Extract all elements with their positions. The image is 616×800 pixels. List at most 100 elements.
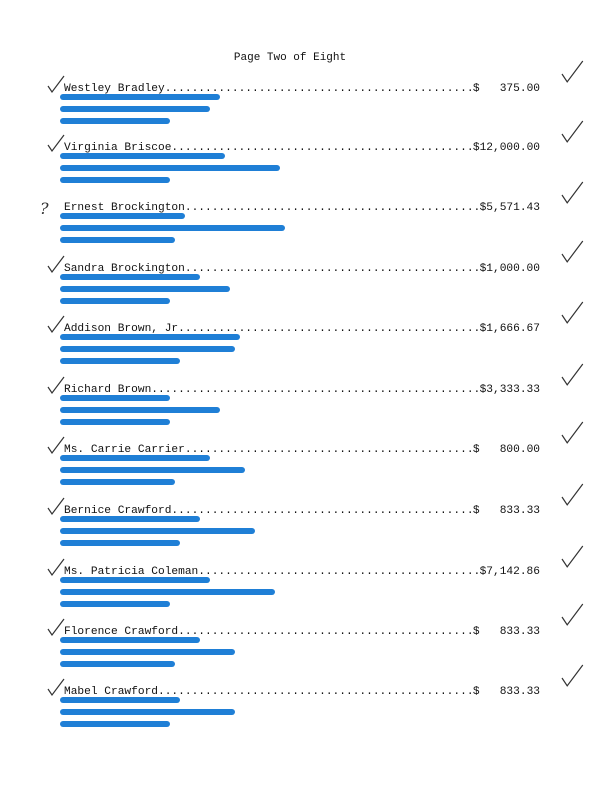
redaction-bar <box>60 286 230 292</box>
entry-line: Addison Brown, Jr. $1,666.67 <box>64 322 540 336</box>
entry-amount: $3,333.33 <box>479 384 540 396</box>
dot-leader <box>185 443 473 457</box>
check-mark <box>47 497 65 516</box>
check-mark <box>561 363 584 386</box>
entry: Westley Bradley $ 375.00 <box>60 82 540 142</box>
dot-leader <box>171 504 472 518</box>
check-mark <box>47 315 65 334</box>
redaction-bar <box>60 153 225 159</box>
entry-amount: $ 800.00 <box>472 444 540 456</box>
check-mark <box>561 301 584 324</box>
entry: Ernest Brockington $5,571.43? <box>40 199 540 261</box>
entry-line: Mabel Crawford $ 833.33 <box>64 685 540 699</box>
entry-line: Ernest Brockington $5,571.43 <box>64 201 540 215</box>
redaction-bar <box>60 709 235 715</box>
entry-name: Addison Brown, Jr. <box>64 323 185 335</box>
redaction-bar <box>60 516 200 522</box>
redaction-bar <box>60 298 170 304</box>
redaction-bar <box>60 358 180 364</box>
entry-amount: $12,000.00 <box>472 142 540 154</box>
redaction-bar <box>60 467 245 473</box>
entry-name: Westley Bradley <box>64 83 165 95</box>
redaction-bar <box>60 395 170 401</box>
entry-name: Ms. Carrie Carrier <box>64 444 185 456</box>
entry: Florence Crawford $ 833.33 <box>60 625 540 685</box>
entry-amount: $ 375.00 <box>472 83 540 95</box>
check-mark <box>561 664 584 687</box>
dot-leader <box>185 262 480 276</box>
check-mark <box>561 421 584 444</box>
entry-amount: $ 833.33 <box>472 505 540 517</box>
check-mark <box>561 603 584 626</box>
redaction-bar <box>60 528 255 534</box>
entry: Virginia Briscoe $12,000.00 <box>60 141 540 201</box>
entry-name: Bernice Crawford <box>64 505 172 517</box>
entry: Ms. Carrie Carrier $ 800.00 <box>60 443 540 503</box>
entry: Sandra Brockington $1,000.00 <box>60 262 540 322</box>
dot-leader <box>151 383 479 397</box>
entry-amount: $ 833.33 <box>472 626 540 638</box>
entry: Mabel Crawford $ 833.33 <box>60 685 540 745</box>
entry-name: Sandra Brockington <box>64 263 185 275</box>
redaction-bar <box>60 213 185 219</box>
redaction-bar <box>60 225 285 231</box>
entry-line: Westley Bradley $ 375.00 <box>64 82 540 96</box>
entry-amount: $7,142.86 <box>479 566 540 578</box>
entry-line: Bernice Crawford $ 833.33 <box>64 504 540 518</box>
dot-leader <box>198 565 479 579</box>
page-title: Page Two of Eight <box>233 52 347 64</box>
redaction-bar <box>60 94 220 100</box>
dot-leader <box>158 685 473 699</box>
entry-line: Virginia Briscoe $12,000.00 <box>64 141 540 155</box>
redaction-bar <box>60 334 240 340</box>
check-mark <box>47 75 65 94</box>
entry-line: Florence Crawford $ 833.33 <box>64 625 540 639</box>
check-mark <box>47 376 65 395</box>
redaction-bar <box>60 540 180 546</box>
entry-amount: $5,571.43 <box>479 202 540 214</box>
check-mark <box>561 120 584 143</box>
redaction-bar <box>60 721 170 727</box>
check-mark <box>561 483 584 506</box>
entry-amount: $1,666.67 <box>479 323 540 335</box>
entry-name: Ms. Patricia Coleman <box>64 566 199 578</box>
check-mark <box>47 255 65 274</box>
check-mark <box>47 558 65 577</box>
redaction-bar <box>60 697 180 703</box>
entry-name: Florence Crawford <box>64 626 179 638</box>
check-mark <box>561 181 584 204</box>
entry: Richard Brown $3,333.33 <box>60 383 540 443</box>
redaction-bar <box>60 407 220 413</box>
entry: Ms. Patricia Coleman $7,142.86 <box>60 565 540 625</box>
entry-name: Ernest Brockington <box>64 202 185 214</box>
redaction-bar <box>60 237 175 243</box>
entry-amount: $1,000.00 <box>479 263 540 275</box>
dot-leader <box>178 625 473 639</box>
redaction-bar <box>60 419 170 425</box>
check-mark <box>47 134 65 153</box>
margin-note: ? <box>40 199 49 218</box>
redaction-bar <box>60 601 170 607</box>
check-mark <box>47 618 65 637</box>
entry-name: Richard Brown <box>64 384 152 396</box>
redaction-bar <box>60 589 275 595</box>
entry: Bernice Crawford $ 833.33 <box>60 504 540 564</box>
check-mark <box>561 240 584 263</box>
entry-line: Sandra Brockington $1,000.00 <box>64 262 540 276</box>
check-mark <box>47 678 65 697</box>
redaction-bar <box>60 577 210 583</box>
entry-name: Virginia Briscoe <box>64 142 172 154</box>
redaction-bar <box>60 106 210 112</box>
redaction-bar <box>60 177 170 183</box>
entry-line: Ms. Patricia Coleman $7,142.86 <box>64 565 540 579</box>
redaction-bar <box>60 637 200 643</box>
redaction-bar <box>60 479 175 485</box>
redaction-bar <box>60 165 280 171</box>
entry-name: Mabel Crawford <box>64 686 158 698</box>
entry-line: Richard Brown $3,333.33 <box>64 383 540 397</box>
check-mark <box>47 436 65 455</box>
check-mark <box>561 60 584 83</box>
redaction-bar <box>60 346 235 352</box>
redaction-bar <box>60 118 170 124</box>
